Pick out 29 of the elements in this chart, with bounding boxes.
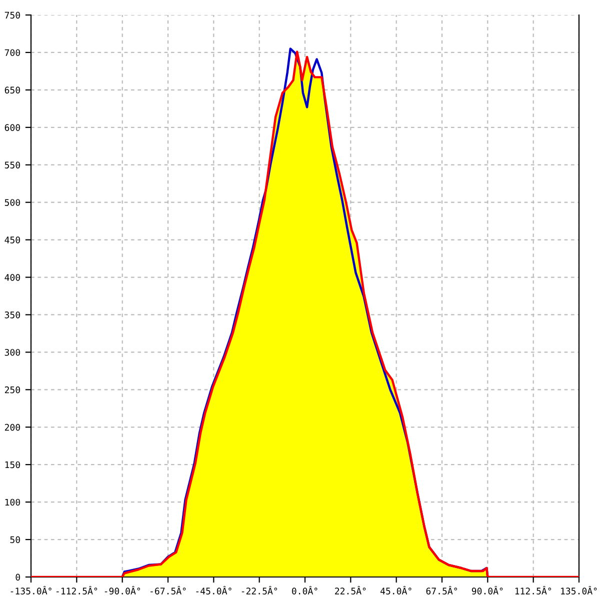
y-tick-label: 400 xyxy=(4,274,20,281)
x-tick-label: -67.5Â° xyxy=(150,586,186,594)
y-tick-label: 750 xyxy=(4,12,20,19)
y-tick-label: 650 xyxy=(4,86,20,94)
y-tick-label: 700 xyxy=(4,49,20,56)
y-tick-label: 550 xyxy=(4,162,20,168)
y-tick-label: 50 xyxy=(10,536,20,544)
x-tick-label: 135.0Â° xyxy=(561,586,597,594)
y-tick-label: 150 xyxy=(5,461,20,468)
y-tick-label: 350 xyxy=(4,311,20,318)
x-tick-label: 112.5Â° xyxy=(515,586,552,594)
y-tick-label: 500 xyxy=(4,199,20,206)
y-tick-label: 300 xyxy=(4,348,20,356)
y-tick-label: 250 xyxy=(4,386,20,394)
x-tick-label: -135.0Â° xyxy=(10,586,52,594)
x-tick-label: -45.0Â° xyxy=(196,586,232,594)
x-tick-label: 45.0Â° xyxy=(380,586,412,594)
y-tick-label: 450 xyxy=(4,236,20,244)
x-tick-label: -22.5Â° xyxy=(242,586,278,594)
y-tick-label: 100 xyxy=(5,498,20,506)
x-tick-label: 0.0Â° xyxy=(292,586,318,594)
x-tick-label: -90.0Â° xyxy=(104,586,140,594)
x-tick-label: 90.0Â° xyxy=(472,586,503,594)
y-tick-label: 600 xyxy=(4,124,20,131)
y-tick-label: 0 xyxy=(16,574,20,581)
x-tick-label: 67.5Â° xyxy=(426,586,457,594)
x-tick-label: 22.5Â° xyxy=(335,586,366,594)
y-tick-label: 200 xyxy=(4,424,20,431)
x-tick-label: -112.5Â° xyxy=(56,586,98,594)
